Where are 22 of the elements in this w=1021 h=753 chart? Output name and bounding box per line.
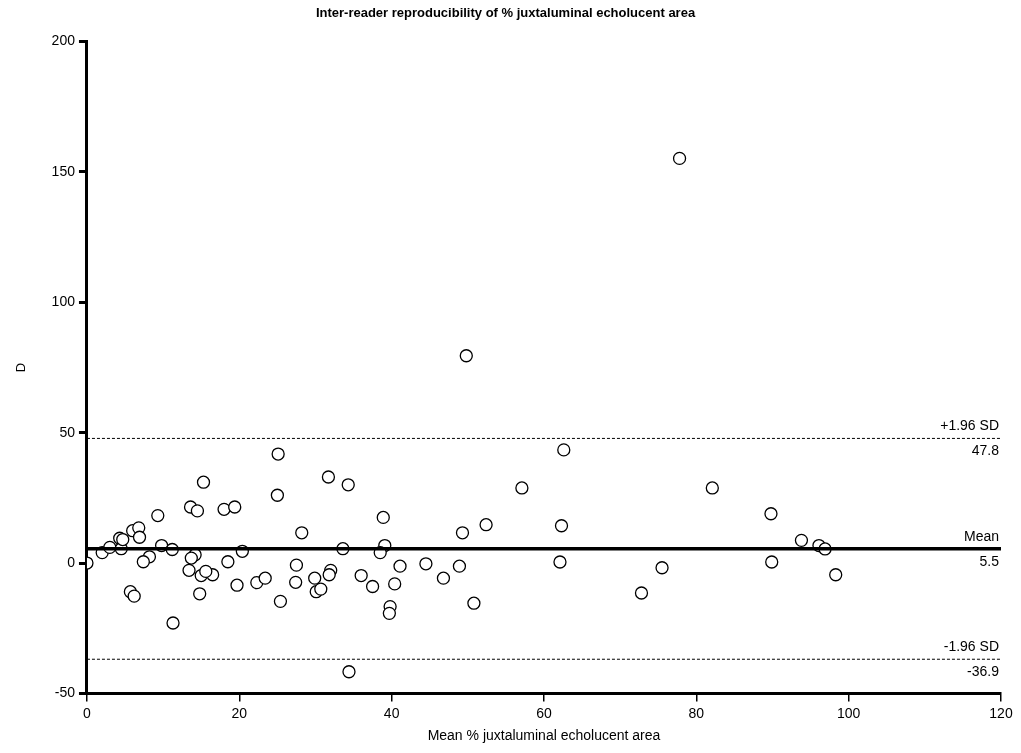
y-tick-label: -50	[54, 684, 76, 701]
ref-line-label: +1.96 SD	[940, 417, 999, 434]
x-tick-label: 80	[688, 704, 705, 721]
annotation: 5.5	[979, 552, 1000, 569]
x-tick-label: 40	[383, 704, 400, 721]
x-tick-label: 100	[836, 704, 861, 721]
x-axis-title: Mean % juxtaluminal echolucent area	[427, 727, 661, 744]
y-axis-title: D	[13, 362, 29, 373]
y-tick-label: 50	[59, 423, 76, 440]
x-tick-label: 120	[989, 704, 1013, 721]
y-tick-label: 100	[51, 293, 76, 310]
y-tick-label: 150	[51, 162, 76, 179]
y-tick-label: 0	[67, 553, 76, 570]
chart-title: Inter-reader reproducibility of % juxtaluminal echolucent area	[315, 5, 696, 21]
annotation: 47.8	[971, 442, 1000, 459]
x-tick-label: 0	[83, 704, 92, 721]
ref-line-label: Mean	[963, 527, 999, 544]
ref-line-label: -1.96 SD	[943, 638, 999, 655]
annotation: -36.9	[967, 663, 1000, 680]
x-tick-label: 20	[231, 704, 248, 721]
x-tick-label: 60	[536, 704, 552, 721]
y-tick-label: 200	[51, 32, 76, 49]
